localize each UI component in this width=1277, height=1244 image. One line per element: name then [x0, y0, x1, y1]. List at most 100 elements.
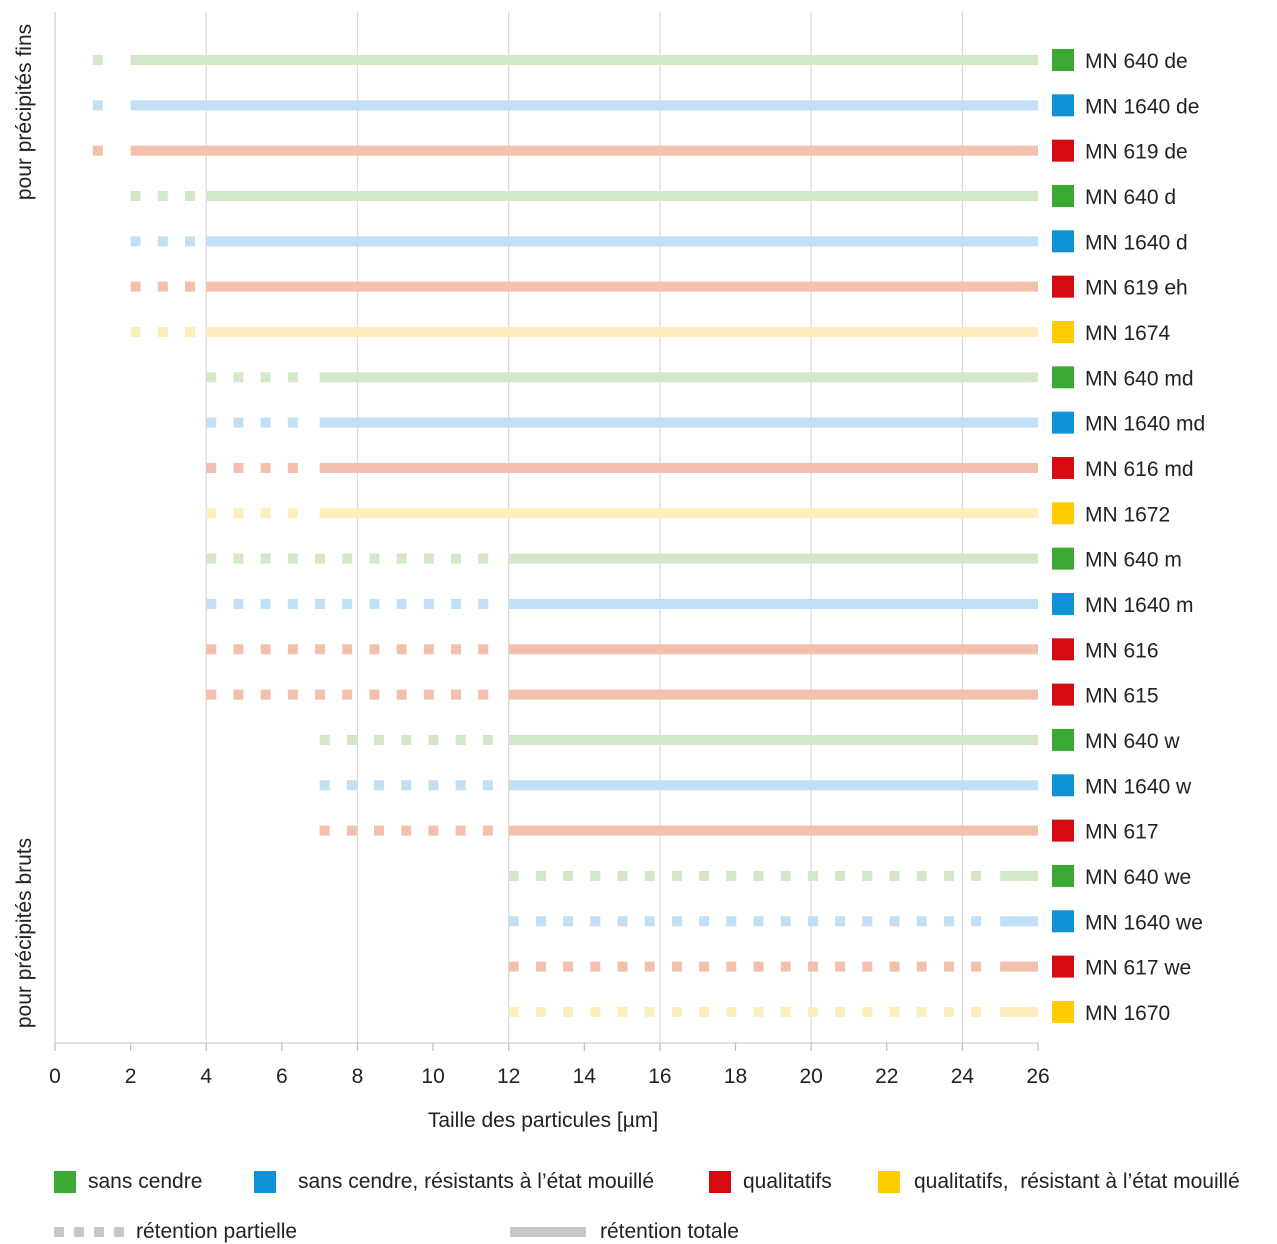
x-tick-label-2: 2	[125, 1065, 137, 1088]
total-retention-bar	[508, 553, 1038, 564]
filter-row-6	[130, 326, 1038, 337]
filter-row-19	[508, 916, 1038, 927]
filter-swatch	[1052, 910, 1074, 933]
partial-retention-mark	[699, 870, 710, 881]
x-tick-label-24: 24	[951, 1065, 975, 1088]
group-label-coarse: pour précipités bruts	[13, 838, 36, 1028]
filter-swatch	[1052, 456, 1074, 479]
x-tick-label-14: 14	[573, 1065, 597, 1088]
partial-retention-mark	[451, 598, 462, 609]
partial-retention-mark	[889, 1006, 900, 1017]
partial-retention-mark	[943, 916, 954, 927]
total-retention-bar	[206, 236, 1038, 247]
total-retention-bar	[508, 598, 1038, 609]
legend-swatch-ashless	[54, 1171, 76, 1193]
legend-item-total: rétention totale	[510, 1220, 739, 1244]
partial-retention-mark	[617, 961, 628, 972]
partial-retention-mark	[508, 916, 519, 927]
filter-row-20	[508, 961, 1038, 972]
partial-retention-mark	[671, 916, 682, 927]
partial-retention-mark	[482, 825, 493, 836]
partial-retention-mark	[92, 145, 103, 156]
partial-retention-mark	[346, 825, 357, 836]
partial-retention-mark	[508, 1006, 519, 1017]
filter-swatch	[1052, 320, 1074, 343]
partial-retention-mark	[916, 961, 927, 972]
partial-retention-mark	[971, 1006, 982, 1017]
partial-retention-mark	[590, 1006, 601, 1017]
filter-swatch	[1052, 728, 1074, 751]
partial-retention-mark	[644, 961, 655, 972]
filter-label: MN 1674	[1085, 322, 1171, 345]
partial-retention-mark	[319, 825, 330, 836]
partial-retention-mark	[478, 553, 489, 564]
partial-retention-mark	[401, 825, 412, 836]
filter-row-2	[92, 145, 1039, 156]
partial-retention-mark	[644, 870, 655, 881]
partial-retention-mark	[206, 644, 217, 655]
partial-retention-mark	[233, 689, 244, 700]
partial-retention-mark	[451, 689, 462, 700]
filter-label: MN 619 eh	[1085, 277, 1188, 300]
partial-retention-mark	[699, 1006, 710, 1017]
partial-retention-mark	[455, 780, 466, 791]
partial-retention-mark	[671, 870, 682, 881]
filter-label: MN 615	[1085, 685, 1159, 708]
x-tick-label-18: 18	[724, 1065, 747, 1088]
partial-retention-mark	[807, 870, 818, 881]
partial-retention-mark	[130, 236, 141, 247]
total-retention-bar	[508, 734, 1038, 745]
partial-retention-mark	[287, 508, 298, 519]
x-axis: 0 2 4 6 8 10 12 14 16 18 20 22 24 26	[49, 12, 1050, 1088]
x-tick-label-20: 20	[799, 1065, 822, 1088]
partial-retention-mark	[396, 553, 407, 564]
filter-swatch	[1052, 366, 1074, 389]
retention-bars	[92, 55, 1039, 1017]
partial-retention-mark	[260, 508, 271, 519]
partial-retention-mark	[807, 1006, 818, 1017]
filter-label: MN 616 md	[1085, 458, 1194, 481]
partial-retention-mark	[563, 1006, 574, 1017]
legend-label-ashless-wet: sans cendre, résistants à l’état mouillé	[298, 1170, 655, 1193]
partial-retention-mark	[315, 553, 326, 564]
partial-retention-mark	[233, 644, 244, 655]
partial-retention-mark	[342, 689, 353, 700]
filter-swatch	[1052, 547, 1074, 570]
partial-retention-mark	[617, 1006, 628, 1017]
partial-retention-mark	[206, 372, 217, 383]
partial-retention-mark	[753, 870, 764, 881]
partial-retention-mark	[233, 462, 244, 473]
partial-retention-mark	[753, 916, 764, 927]
partial-retention-mark	[206, 462, 217, 473]
partial-retention-mark	[563, 870, 574, 881]
filter-swatch	[1052, 94, 1074, 117]
partial-retention-mark	[916, 870, 927, 881]
partial-retention-mark	[260, 689, 271, 700]
partial-retention-mark	[315, 598, 326, 609]
filter-row-0	[92, 55, 1039, 65]
partial-retention-mark	[916, 916, 927, 927]
filter-label: MN 1640 we	[1085, 911, 1203, 934]
partial-retention-mark	[206, 417, 217, 428]
partial-retention-mark	[535, 1006, 546, 1017]
partial-retention-mark	[233, 553, 244, 564]
partial-retention-mark	[374, 780, 385, 791]
partial-retention-mark	[233, 598, 244, 609]
partial-retention-mark	[644, 916, 655, 927]
partial-retention-mark	[315, 644, 326, 655]
total-retention-bar	[206, 281, 1038, 292]
partial-retention-mark	[644, 1006, 655, 1017]
filter-row-13	[206, 644, 1038, 655]
partial-retention-mark	[260, 553, 271, 564]
partial-retention-mark	[726, 961, 737, 972]
partial-retention-mark	[287, 598, 298, 609]
legend-label-partial: rétention partielle	[136, 1220, 298, 1243]
partial-retention-mark	[401, 734, 412, 745]
filter-row-12	[206, 598, 1038, 609]
partial-retention-mark	[374, 734, 385, 745]
total-retention-bar	[130, 145, 1039, 156]
partial-retention-mark	[346, 734, 357, 745]
partial-retention-mark	[428, 780, 439, 791]
total-retention-bar	[206, 190, 1038, 201]
filter-swatch	[1052, 230, 1074, 253]
